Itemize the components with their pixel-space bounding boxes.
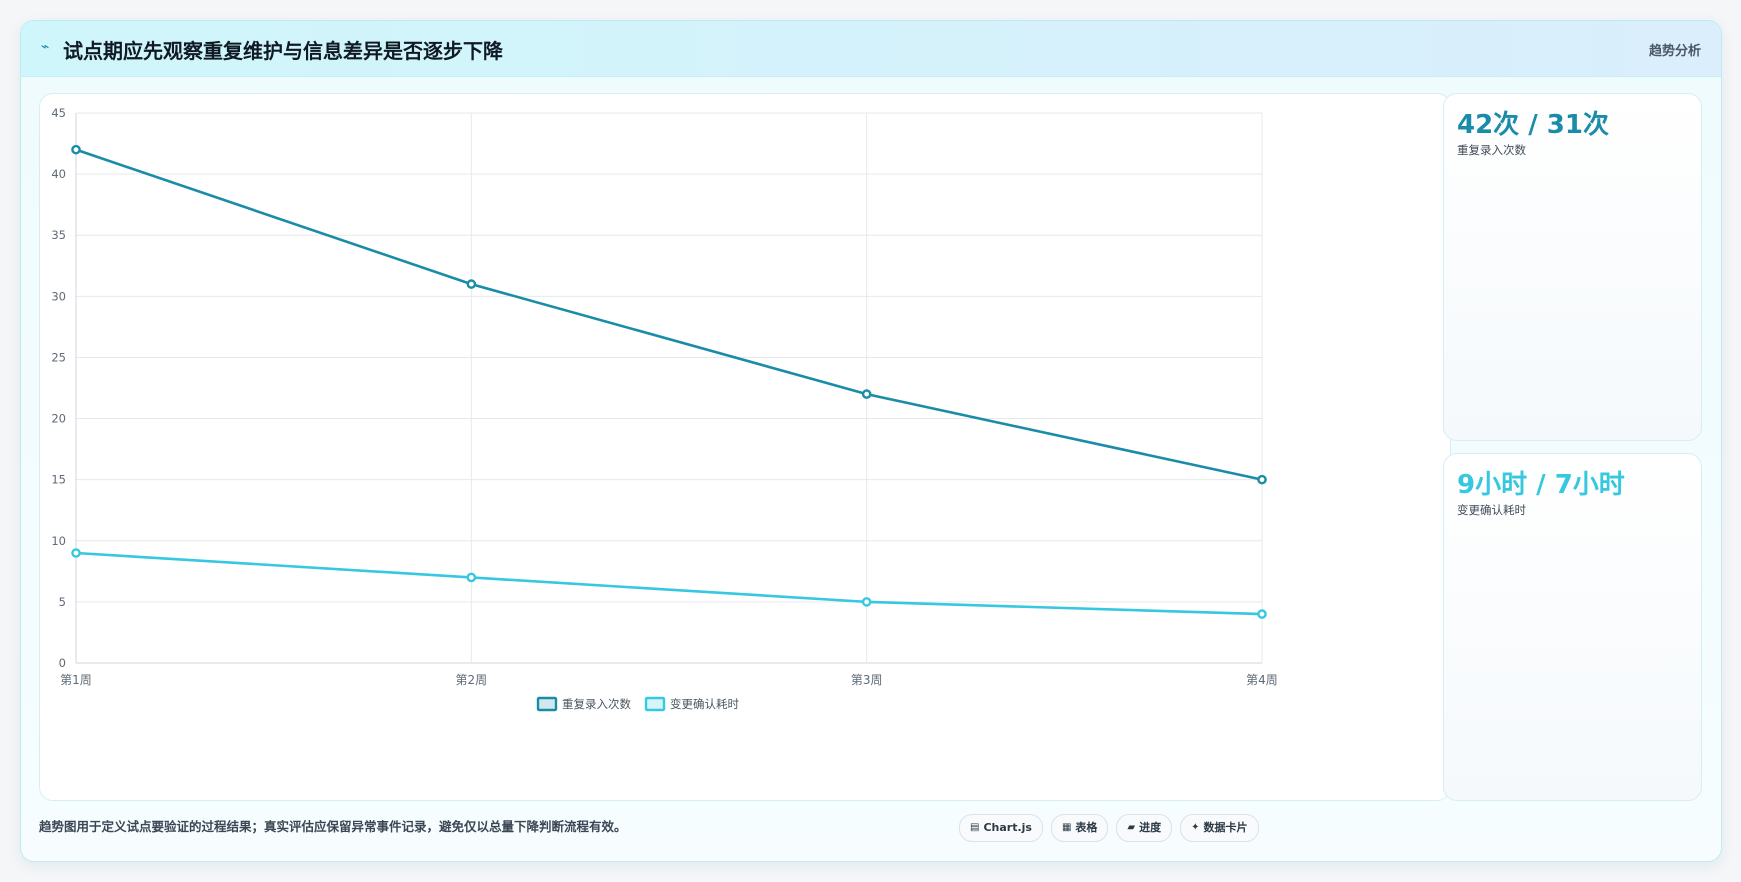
- legend-label: 变更确认耗时: [670, 697, 739, 711]
- stat-value: 9小时 / 7小时: [1457, 470, 1625, 500]
- stat-label: 变更确认耗时: [1457, 503, 1526, 517]
- pill-label: 表格: [1075, 821, 1098, 834]
- data-point: [71, 144, 81, 155]
- legend-label: 重复录入次数: [562, 697, 631, 711]
- data-card-icon: ✦: [1191, 822, 1200, 833]
- x-tick-label: 第4周: [1246, 673, 1278, 687]
- y-tick-label: 45: [51, 106, 66, 120]
- table-icon: ▦: [1061, 822, 1072, 833]
- x-tick-label: 第3周: [851, 673, 883, 687]
- legend-swatch: [536, 696, 558, 712]
- trend-card: ⌁ 试点期应先观察重复维护与信息差异是否逐步下降 趋势分析 0 5 10 15 20 25…: [20, 20, 1722, 862]
- tech-pills: ▤ Chart.js ▦ 表格 ▰ 进度 ✦ 数据卡片: [959, 814, 1259, 842]
- y-tick-label: 10: [51, 534, 66, 548]
- data-point: [1257, 609, 1267, 619]
- header-tag: 趋势分析: [1648, 44, 1701, 59]
- stat-card-repeat-entry: 42次 / 31次 重复录入次数: [1443, 93, 1702, 441]
- y-tick-label: 40: [51, 167, 66, 181]
- stat-label: 重复录入次数: [1457, 143, 1526, 157]
- data-point: [71, 548, 81, 558]
- y-tick-label: 25: [51, 350, 66, 364]
- pill-table[interactable]: ▦ 表格: [1050, 814, 1109, 842]
- stat-value: 42次 / 31次: [1457, 110, 1609, 140]
- card-header: ⌁ 试点期应先观察重复维护与信息差异是否逐步下降 趋势分析: [21, 21, 1721, 77]
- y-tick-label: 20: [51, 412, 66, 426]
- page-title: 试点期应先观察重复维护与信息差异是否逐步下降: [63, 39, 503, 63]
- chart-icon: ▤: [970, 822, 980, 833]
- y-tick-label: 15: [51, 473, 66, 487]
- pill-progress[interactable]: ▰ 进度: [1116, 814, 1173, 842]
- y-tick-label: 35: [51, 228, 66, 242]
- pill-label: 数据卡片: [1203, 821, 1248, 834]
- progress-icon: ▰: [1127, 822, 1136, 833]
- y-tick-label: 30: [51, 289, 66, 303]
- y-tick-label: 0: [59, 656, 66, 670]
- data-point: [466, 279, 477, 289]
- pill-data-card[interactable]: ✦ 数据卡片: [1180, 814, 1259, 842]
- chart-panel: 0 5 10 15 20 25 30 35 40 45 第1周 第2周 第3周 第4周重复录入次数 变更确认…: [39, 93, 1451, 801]
- chart-trend-icon: ⌁: [41, 39, 50, 55]
- stat-card-change-confirm: 9小时 / 7小时 变更确认耗时: [1443, 453, 1702, 801]
- series-line-2: [75, 551, 1263, 616]
- y-tick-label: 5: [59, 595, 66, 609]
- pill-label: Chart.js: [983, 821, 1032, 834]
- pill-label: 进度: [1139, 821, 1162, 834]
- data-point: [861, 597, 872, 607]
- x-tick-label: 第2周: [456, 673, 488, 687]
- legend-swatch: [644, 696, 666, 712]
- data-point: [466, 572, 477, 583]
- data-point: [861, 389, 872, 399]
- x-tick-label: 第1周: [60, 673, 92, 687]
- footer-note: 趋势图用于定义试点要验证的过程结果；真实评估应保留异常事件记录，避免仅以总量下降…: [39, 819, 627, 834]
- series-line-1: [75, 148, 1263, 481]
- pill-chartjs[interactable]: ▤ Chart.js: [959, 814, 1043, 842]
- data-point: [1257, 474, 1267, 485]
